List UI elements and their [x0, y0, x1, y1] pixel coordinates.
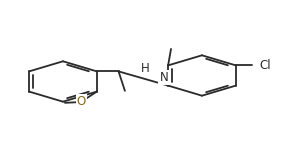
Text: methoxy: methoxy: [57, 102, 63, 103]
Text: H: H: [140, 62, 149, 75]
Text: N: N: [159, 71, 168, 84]
Text: Cl: Cl: [259, 59, 271, 72]
Text: O: O: [77, 95, 86, 108]
